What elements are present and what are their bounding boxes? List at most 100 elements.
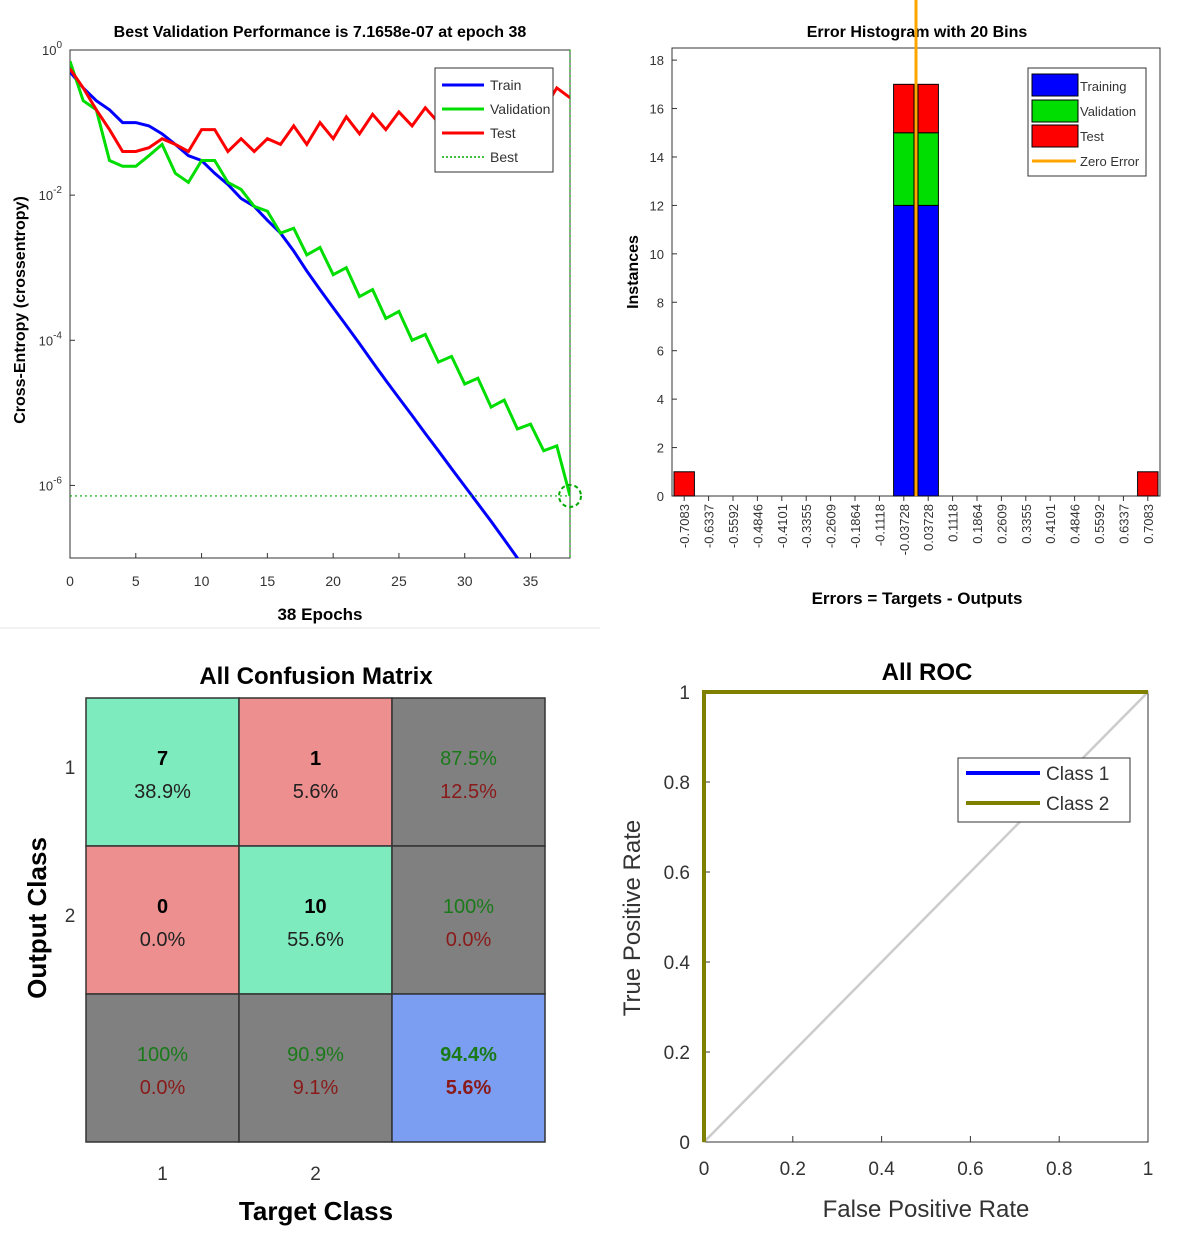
- perf-ytick-label: 10-4: [39, 330, 63, 348]
- perf-ytick-base: 10: [39, 478, 53, 493]
- hist-xtick-label: -0.1864: [848, 504, 863, 548]
- cm-cell: [391, 697, 546, 847]
- hist-xtick-label: -0.7083: [677, 504, 692, 548]
- roc-xtick-label: 0.4: [868, 1159, 895, 1180]
- hist-ytick-label: 4: [657, 392, 664, 407]
- hist-xtick-label: 0.2609: [994, 504, 1009, 544]
- performance-legend-box: [434, 67, 554, 173]
- histogram-legend: Training Validation Test Zero Error: [1027, 67, 1147, 177]
- cm-cell: [85, 993, 240, 1143]
- cm-cell-correct-rate: 100%: [443, 896, 494, 918]
- perf-ytick-label: 10-2: [39, 185, 63, 203]
- legend-test-label: Test: [490, 125, 516, 141]
- roc-series-class2-line: [702, 690, 1148, 1142]
- legend-class2-label: Class 2: [1046, 794, 1109, 815]
- hist-bar-test: [917, 83, 939, 134]
- legend-hist-validation-label: Validation: [1080, 104, 1136, 119]
- perf-ytick-exp: -4: [53, 330, 62, 341]
- cm-cell-error-rate: 12.5%: [440, 781, 497, 803]
- roc-chart: All ROC 0 0.2 0.4 0.6 0.8 1 0 0.2 0.4 0.6 0.8 1 Fal…: [619, 659, 1153, 1223]
- perf-ytick-base: 10: [39, 333, 53, 348]
- roc-ytick-label: 0.6: [664, 863, 690, 884]
- legend-training-swatch: [1031, 73, 1079, 97]
- hist-ytick-label: 6: [657, 344, 664, 359]
- cm-cell-error-rate: 5.6%: [446, 1077, 492, 1099]
- hist-ytick-label: 18: [650, 53, 664, 68]
- confusion-xlabel: Target Class: [239, 1196, 393, 1226]
- performance-chart: Best Validation Performance is 7.1658e-0…: [0, 24, 600, 629]
- hist-ytick-label: 10: [650, 247, 664, 262]
- legend-class1-label: Class 1: [1046, 764, 1109, 785]
- perf-ytick-exp: 0: [56, 40, 62, 51]
- perf-series-train-line: [70, 70, 520, 558]
- hist-xtick-label: 0.7083: [1141, 504, 1156, 544]
- cm-cell: [238, 993, 393, 1143]
- cm-cell-correct-rate: 100%: [137, 1044, 188, 1066]
- legend-best-label: Best: [490, 149, 518, 165]
- hist-ytick-label: 0: [657, 489, 664, 504]
- perf-xtick-label: 25: [391, 573, 407, 589]
- performance-title: Best Validation Performance is 7.1658e-0…: [114, 24, 527, 41]
- best-point-marker: [558, 483, 582, 508]
- hist-xtick-label: -0.5592: [726, 504, 741, 548]
- hist-xtick-label: -0.4846: [750, 504, 765, 548]
- hist-bar-training: [917, 204, 939, 497]
- perf-ytick-label: 10-6: [39, 475, 63, 493]
- perf-ytick-base: 10: [39, 188, 53, 203]
- performance-legend: Train Validation Test Best: [434, 67, 554, 173]
- roc-ytick-label: 0.4: [664, 953, 691, 974]
- cm-ytick-label: 2: [65, 906, 76, 927]
- cm-cell-percent: 38.9%: [134, 781, 191, 803]
- hist-xtick-label: -0.3355: [799, 504, 814, 548]
- hist-bar-test: [673, 471, 695, 497]
- hist-xtick-label: 0.3355: [1019, 504, 1034, 544]
- legend-train-label: Train: [490, 77, 521, 93]
- roc-xtick-label: 0: [699, 1159, 710, 1180]
- histogram-ylabel-visible: Instances: [625, 235, 642, 309]
- hist-xtick-label: 0.4101: [1043, 504, 1058, 544]
- roc-ytick-label: 0: [679, 1133, 690, 1154]
- roc-ytick-label: 1: [679, 683, 690, 704]
- roc-xlabel: False Positive Rate: [823, 1196, 1030, 1223]
- hist-bar-test: [893, 83, 915, 134]
- cm-ytick-label: 1: [65, 758, 76, 779]
- roc-ytick-label: 0.2: [664, 1043, 690, 1064]
- hist-xtick-label: 0.1118: [946, 504, 961, 542]
- perf-xtick-label: 30: [457, 573, 473, 589]
- hist-xtick-label: -0.6337: [702, 504, 717, 548]
- cm-cell-correct-rate: 90.9%: [287, 1044, 344, 1066]
- performance-ylabel: Cross-Entropy (crossentropy): [12, 196, 29, 424]
- roc-ylabel: True Positive Rate: [619, 820, 646, 1017]
- perf-ytick-label: 100: [42, 40, 62, 58]
- roc-title: All ROC: [882, 659, 973, 686]
- performance-xlabel: 38 Epochs: [277, 605, 362, 624]
- roc-xtick-label: 0.6: [957, 1159, 983, 1180]
- hist-ytick-label: 8: [657, 295, 664, 310]
- confusion-title: All Confusion Matrix: [199, 663, 433, 690]
- hist-xtick-label: -0.2609: [824, 504, 839, 548]
- cm-cell-count: 7: [157, 748, 168, 770]
- hist-bar-test: [1137, 471, 1159, 497]
- hist-xtick-label: 0.1864: [970, 504, 985, 544]
- perf-xtick-label: 15: [260, 573, 276, 589]
- cm-cell-correct-rate: 94.4%: [440, 1044, 497, 1066]
- histogram-xlabel: Errors = Targets - Outputs: [812, 589, 1023, 608]
- perf-xtick-label: 5: [132, 573, 140, 589]
- hist-xtick-label: 0.5592: [1092, 504, 1107, 544]
- hist-xtick-label: 0.6337: [1116, 504, 1131, 544]
- hist-ytick-label: 16: [650, 102, 664, 117]
- hist-xtick-label: 0.4846: [1068, 504, 1083, 544]
- roc-ytick-label: 0.8: [664, 773, 690, 794]
- legend-hist-test-label: Test: [1080, 129, 1104, 144]
- cm-cell: [391, 845, 546, 995]
- confusion-matrix: All Confusion Matrix 7 38.9% 1 5.6% 87.5% 12.…: [22, 663, 546, 1226]
- cm-cell: [238, 697, 393, 847]
- legend-hist-test-swatch: [1031, 124, 1079, 148]
- hist-bar-validation: [893, 132, 915, 206]
- roc-legend: Class 1 Class 2: [957, 757, 1131, 823]
- cm-cell-count: 0: [157, 896, 168, 918]
- legend-validation-label: Validation: [490, 101, 550, 117]
- hist-xtick-label: -0.03728: [897, 504, 912, 555]
- cm-cell-error-rate: 0.0%: [446, 929, 492, 951]
